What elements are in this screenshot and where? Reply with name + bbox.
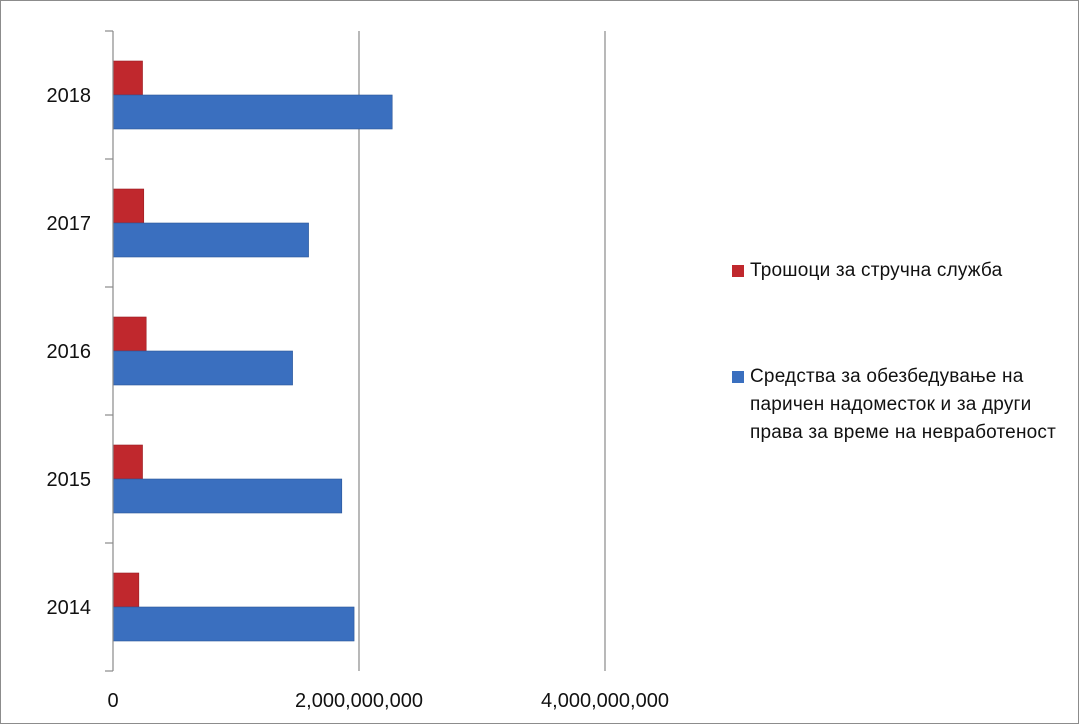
y-tick-label-2017: 2017 (47, 213, 92, 235)
legend-swatch-sredstva (732, 371, 744, 383)
bar-trosoci-2017 (112, 188, 145, 224)
bar-trosoci-2016 (112, 316, 147, 352)
legend-label-sredstva: Средства за обезбедување на паричен надо… (750, 366, 1057, 443)
bar-sredstva-2016 (112, 350, 293, 386)
y-tick-label-2014: 2014 (47, 597, 92, 619)
bars-layer (112, 60, 393, 642)
bar-sredstva-2017 (112, 222, 309, 258)
labels-layer: 0 2,000,000,000 4,000,000,000 2014 2015 2016 2… (47, 85, 669, 712)
legend-item-sredstva: Средства за обезбедување на паричен надо… (732, 363, 1072, 447)
bar-sredstva-2014 (112, 606, 355, 642)
x-tick-label-0: 0 (107, 690, 118, 712)
bar-sredstva-2018 (112, 94, 393, 130)
y-tick-label-2015: 2015 (47, 469, 92, 491)
y-tick-label-2018: 2018 (47, 85, 92, 107)
x-tick-label-1: 2,000,000,000 (295, 690, 423, 712)
x-tick-label-2: 4,000,000,000 (541, 690, 669, 712)
legend: Трошоци за стручна служба Средства за об… (732, 257, 1072, 525)
grid-layer (358, 31, 606, 671)
legend-item-trosoci: Трошоци за стручна служба (732, 257, 1072, 285)
bar-trosoci-2015 (112, 444, 143, 480)
legend-swatch-trosoci (732, 265, 744, 277)
bar-sredstva-2015 (112, 478, 343, 514)
bar-trosoci-2018 (112, 60, 143, 96)
bar-trosoci-2014 (112, 572, 140, 608)
legend-label-trosoci: Трошоци за стручна служба (750, 260, 1003, 281)
axes-layer (105, 30, 114, 672)
y-tick-label-2016: 2016 (47, 341, 92, 363)
